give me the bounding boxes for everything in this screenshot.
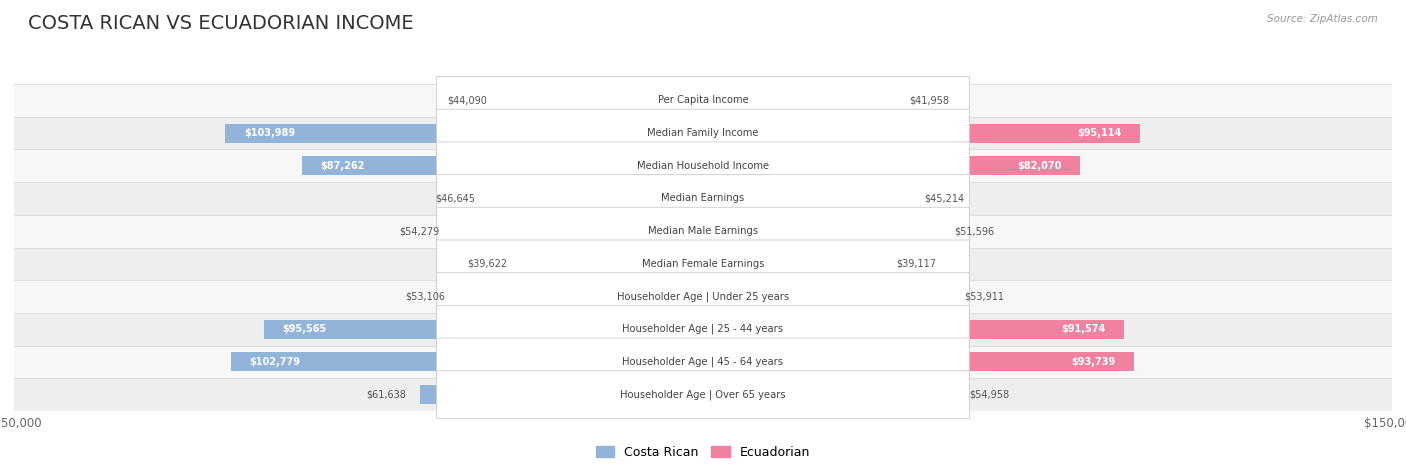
Text: $44,090: $44,090: [447, 95, 486, 106]
Bar: [703, 91, 896, 110]
Text: $82,070: $82,070: [1017, 161, 1062, 171]
Text: Householder Age | Over 65 years: Householder Age | Over 65 years: [620, 389, 786, 400]
Text: Median Earnings: Median Earnings: [661, 193, 745, 204]
Text: $102,779: $102,779: [249, 357, 301, 367]
FancyBboxPatch shape: [437, 371, 969, 418]
Bar: [14, 280, 1392, 313]
Text: $95,114: $95,114: [1077, 128, 1122, 138]
Text: COSTA RICAN VS ECUADORIAN INCOME: COSTA RICAN VS ECUADORIAN INCOME: [28, 14, 413, 33]
Text: Median Family Income: Median Family Income: [647, 128, 759, 138]
Bar: [703, 156, 1080, 175]
Bar: [14, 182, 1392, 215]
Text: $53,911: $53,911: [965, 291, 1004, 302]
Bar: [703, 124, 1140, 142]
FancyBboxPatch shape: [437, 77, 969, 124]
Bar: [14, 378, 1392, 411]
Bar: [264, 320, 703, 339]
FancyBboxPatch shape: [437, 273, 969, 320]
FancyBboxPatch shape: [437, 305, 969, 353]
Bar: [501, 91, 703, 110]
Legend: Costa Rican, Ecuadorian: Costa Rican, Ecuadorian: [591, 440, 815, 464]
Bar: [14, 313, 1392, 346]
FancyBboxPatch shape: [437, 207, 969, 255]
Bar: [231, 353, 703, 371]
Text: $87,262: $87,262: [321, 161, 366, 171]
Text: $41,958: $41,958: [910, 95, 949, 106]
Text: $51,596: $51,596: [953, 226, 994, 236]
Text: Source: ZipAtlas.com: Source: ZipAtlas.com: [1267, 14, 1378, 24]
Bar: [225, 124, 703, 142]
Text: $53,106: $53,106: [405, 291, 446, 302]
Text: $91,574: $91,574: [1062, 324, 1105, 334]
Bar: [703, 287, 950, 306]
Text: $39,117: $39,117: [897, 259, 936, 269]
Bar: [489, 189, 703, 208]
FancyBboxPatch shape: [437, 175, 969, 222]
Bar: [14, 248, 1392, 280]
Bar: [703, 320, 1123, 339]
Bar: [522, 255, 703, 273]
Text: Householder Age | 45 - 64 years: Householder Age | 45 - 64 years: [623, 357, 783, 367]
Text: Median Household Income: Median Household Income: [637, 161, 769, 171]
Text: Householder Age | Under 25 years: Householder Age | Under 25 years: [617, 291, 789, 302]
FancyBboxPatch shape: [437, 142, 969, 190]
Text: Median Male Earnings: Median Male Earnings: [648, 226, 758, 236]
Text: $61,638: $61,638: [366, 389, 406, 400]
Text: $93,739: $93,739: [1071, 357, 1115, 367]
Bar: [14, 117, 1392, 149]
Bar: [14, 84, 1392, 117]
Text: $95,565: $95,565: [283, 324, 326, 334]
Text: $39,622: $39,622: [467, 259, 508, 269]
Text: Householder Age | 25 - 44 years: Householder Age | 25 - 44 years: [623, 324, 783, 334]
Bar: [703, 385, 956, 404]
Text: Median Female Earnings: Median Female Earnings: [641, 259, 765, 269]
Bar: [703, 255, 883, 273]
Bar: [14, 149, 1392, 182]
Text: $46,645: $46,645: [434, 193, 475, 204]
Bar: [703, 189, 911, 208]
Bar: [14, 346, 1392, 378]
FancyBboxPatch shape: [437, 109, 969, 157]
Text: $54,958: $54,958: [969, 389, 1010, 400]
Text: $103,989: $103,989: [243, 128, 295, 138]
Bar: [703, 222, 941, 241]
Text: $45,214: $45,214: [924, 193, 965, 204]
Bar: [302, 156, 703, 175]
Bar: [454, 222, 703, 241]
Text: $54,279: $54,279: [399, 226, 440, 236]
Bar: [420, 385, 703, 404]
Bar: [703, 353, 1133, 371]
FancyBboxPatch shape: [437, 240, 969, 288]
FancyBboxPatch shape: [437, 338, 969, 386]
Bar: [460, 287, 703, 306]
Text: Per Capita Income: Per Capita Income: [658, 95, 748, 106]
Bar: [14, 215, 1392, 248]
